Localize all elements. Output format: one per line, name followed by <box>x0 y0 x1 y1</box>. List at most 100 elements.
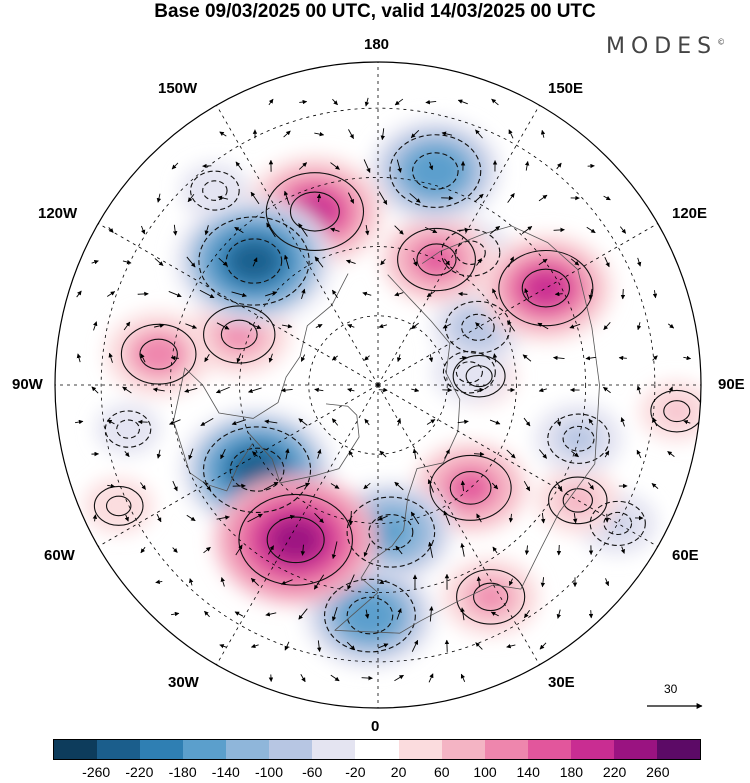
height-contour <box>456 569 526 625</box>
wind-arrow <box>524 609 530 619</box>
coastline <box>247 403 360 484</box>
wind-arrow <box>588 418 594 426</box>
wind-arrow <box>556 418 562 427</box>
colorbar-tick-label: 100 <box>473 764 497 780</box>
colorbar-tick-label: -140 <box>211 764 240 780</box>
lon-label-30e: 30E <box>548 674 575 691</box>
wind-arrow <box>154 258 164 266</box>
anomaly-level <box>269 518 322 561</box>
height-contour <box>120 323 197 385</box>
wind-arrow <box>457 419 469 425</box>
wind-arrow <box>441 131 453 136</box>
wind-arrow <box>122 259 132 265</box>
negative-anomaly <box>369 118 501 224</box>
wind-arrow <box>489 419 501 425</box>
wind-arrow <box>457 227 470 233</box>
wind-arrow <box>492 288 498 300</box>
wind-arrow <box>524 545 530 555</box>
wind-arrow <box>347 324 355 329</box>
wind-arrow <box>283 130 291 138</box>
wind-arrow <box>588 482 594 490</box>
colorbar-cell <box>54 740 98 759</box>
wind-arrow <box>248 323 262 330</box>
wind-arrow <box>538 194 548 202</box>
wind-arrow <box>137 291 149 297</box>
wind-arrow <box>140 353 146 363</box>
wind-arrow <box>620 289 626 300</box>
wind-arrow <box>412 257 418 267</box>
wind-arrow <box>394 225 404 235</box>
wind-arrow <box>314 387 324 393</box>
height-contour <box>139 338 178 370</box>
wind-arrow <box>331 607 338 622</box>
meridian-line <box>377 223 658 386</box>
wind-arrow <box>506 449 516 459</box>
colorbar-cell <box>484 740 528 759</box>
wind-arrow <box>556 609 562 619</box>
wind-arrow <box>428 541 433 558</box>
wind-arrow <box>234 611 244 617</box>
wind-arrow <box>377 643 389 649</box>
colorbar-tick-label: 220 <box>602 764 627 780</box>
height-contour <box>389 134 482 208</box>
coastline <box>334 274 461 631</box>
wind-arrow <box>247 513 263 523</box>
height-contour <box>93 485 144 526</box>
wind-arrow <box>172 547 178 553</box>
wind-arrow <box>378 387 388 393</box>
height-contour <box>416 243 457 276</box>
wind-arrow <box>140 546 146 554</box>
wind-arrow <box>396 354 402 363</box>
wind-arrow <box>394 291 404 297</box>
wind-arrow <box>298 418 308 426</box>
anomaly-level <box>418 245 455 274</box>
wind-arrow <box>168 291 182 298</box>
height-contour <box>289 191 340 232</box>
map-border <box>54 61 702 709</box>
meridian-line <box>377 384 540 665</box>
wind-arrow <box>508 129 514 139</box>
wind-arrow <box>203 546 211 554</box>
latitude-circle <box>100 107 656 663</box>
wind-arrow <box>313 574 325 590</box>
colorbar-cell <box>355 740 399 759</box>
wind-arrow <box>250 191 260 205</box>
wind-arrow <box>296 482 311 490</box>
wind-arrow <box>91 386 99 394</box>
wind-arrow <box>424 226 438 234</box>
wind-arrow <box>156 193 162 203</box>
wind-arrow <box>231 419 247 426</box>
wind-arrow <box>524 288 530 300</box>
wind-arrow <box>540 129 546 138</box>
wind-arrow <box>539 642 547 650</box>
height-contour <box>440 228 501 277</box>
wind-arrow <box>268 545 274 555</box>
height-contour <box>547 413 610 464</box>
lon-label-150e: 150E <box>548 80 584 97</box>
wind-arrow <box>91 260 99 265</box>
wind-arrow <box>316 640 322 652</box>
height-contour <box>521 268 570 308</box>
wind-arrow <box>523 480 531 492</box>
wind-arrow <box>651 483 659 489</box>
wind-arrow <box>604 450 610 458</box>
colorbar-tick-label: 60 <box>434 764 450 780</box>
meridian-line <box>98 223 379 386</box>
height-contour <box>461 313 495 341</box>
wind-arrow <box>231 291 247 298</box>
wind-arrow <box>154 323 165 328</box>
wind-arrow <box>380 258 386 266</box>
wind-arrow <box>428 354 434 363</box>
wind-arrow <box>379 450 387 458</box>
wind-arrow <box>443 510 451 526</box>
wind-arrow <box>74 419 84 425</box>
wind-arrow <box>523 417 531 427</box>
wind-arrow <box>250 643 259 649</box>
wind-arrow <box>264 419 278 424</box>
wind-arrow <box>204 225 209 236</box>
wind-arrow <box>331 541 338 560</box>
lon-label-150w: 150W <box>158 80 198 97</box>
wind-arrow <box>410 511 420 525</box>
wind-arrow <box>301 288 306 300</box>
